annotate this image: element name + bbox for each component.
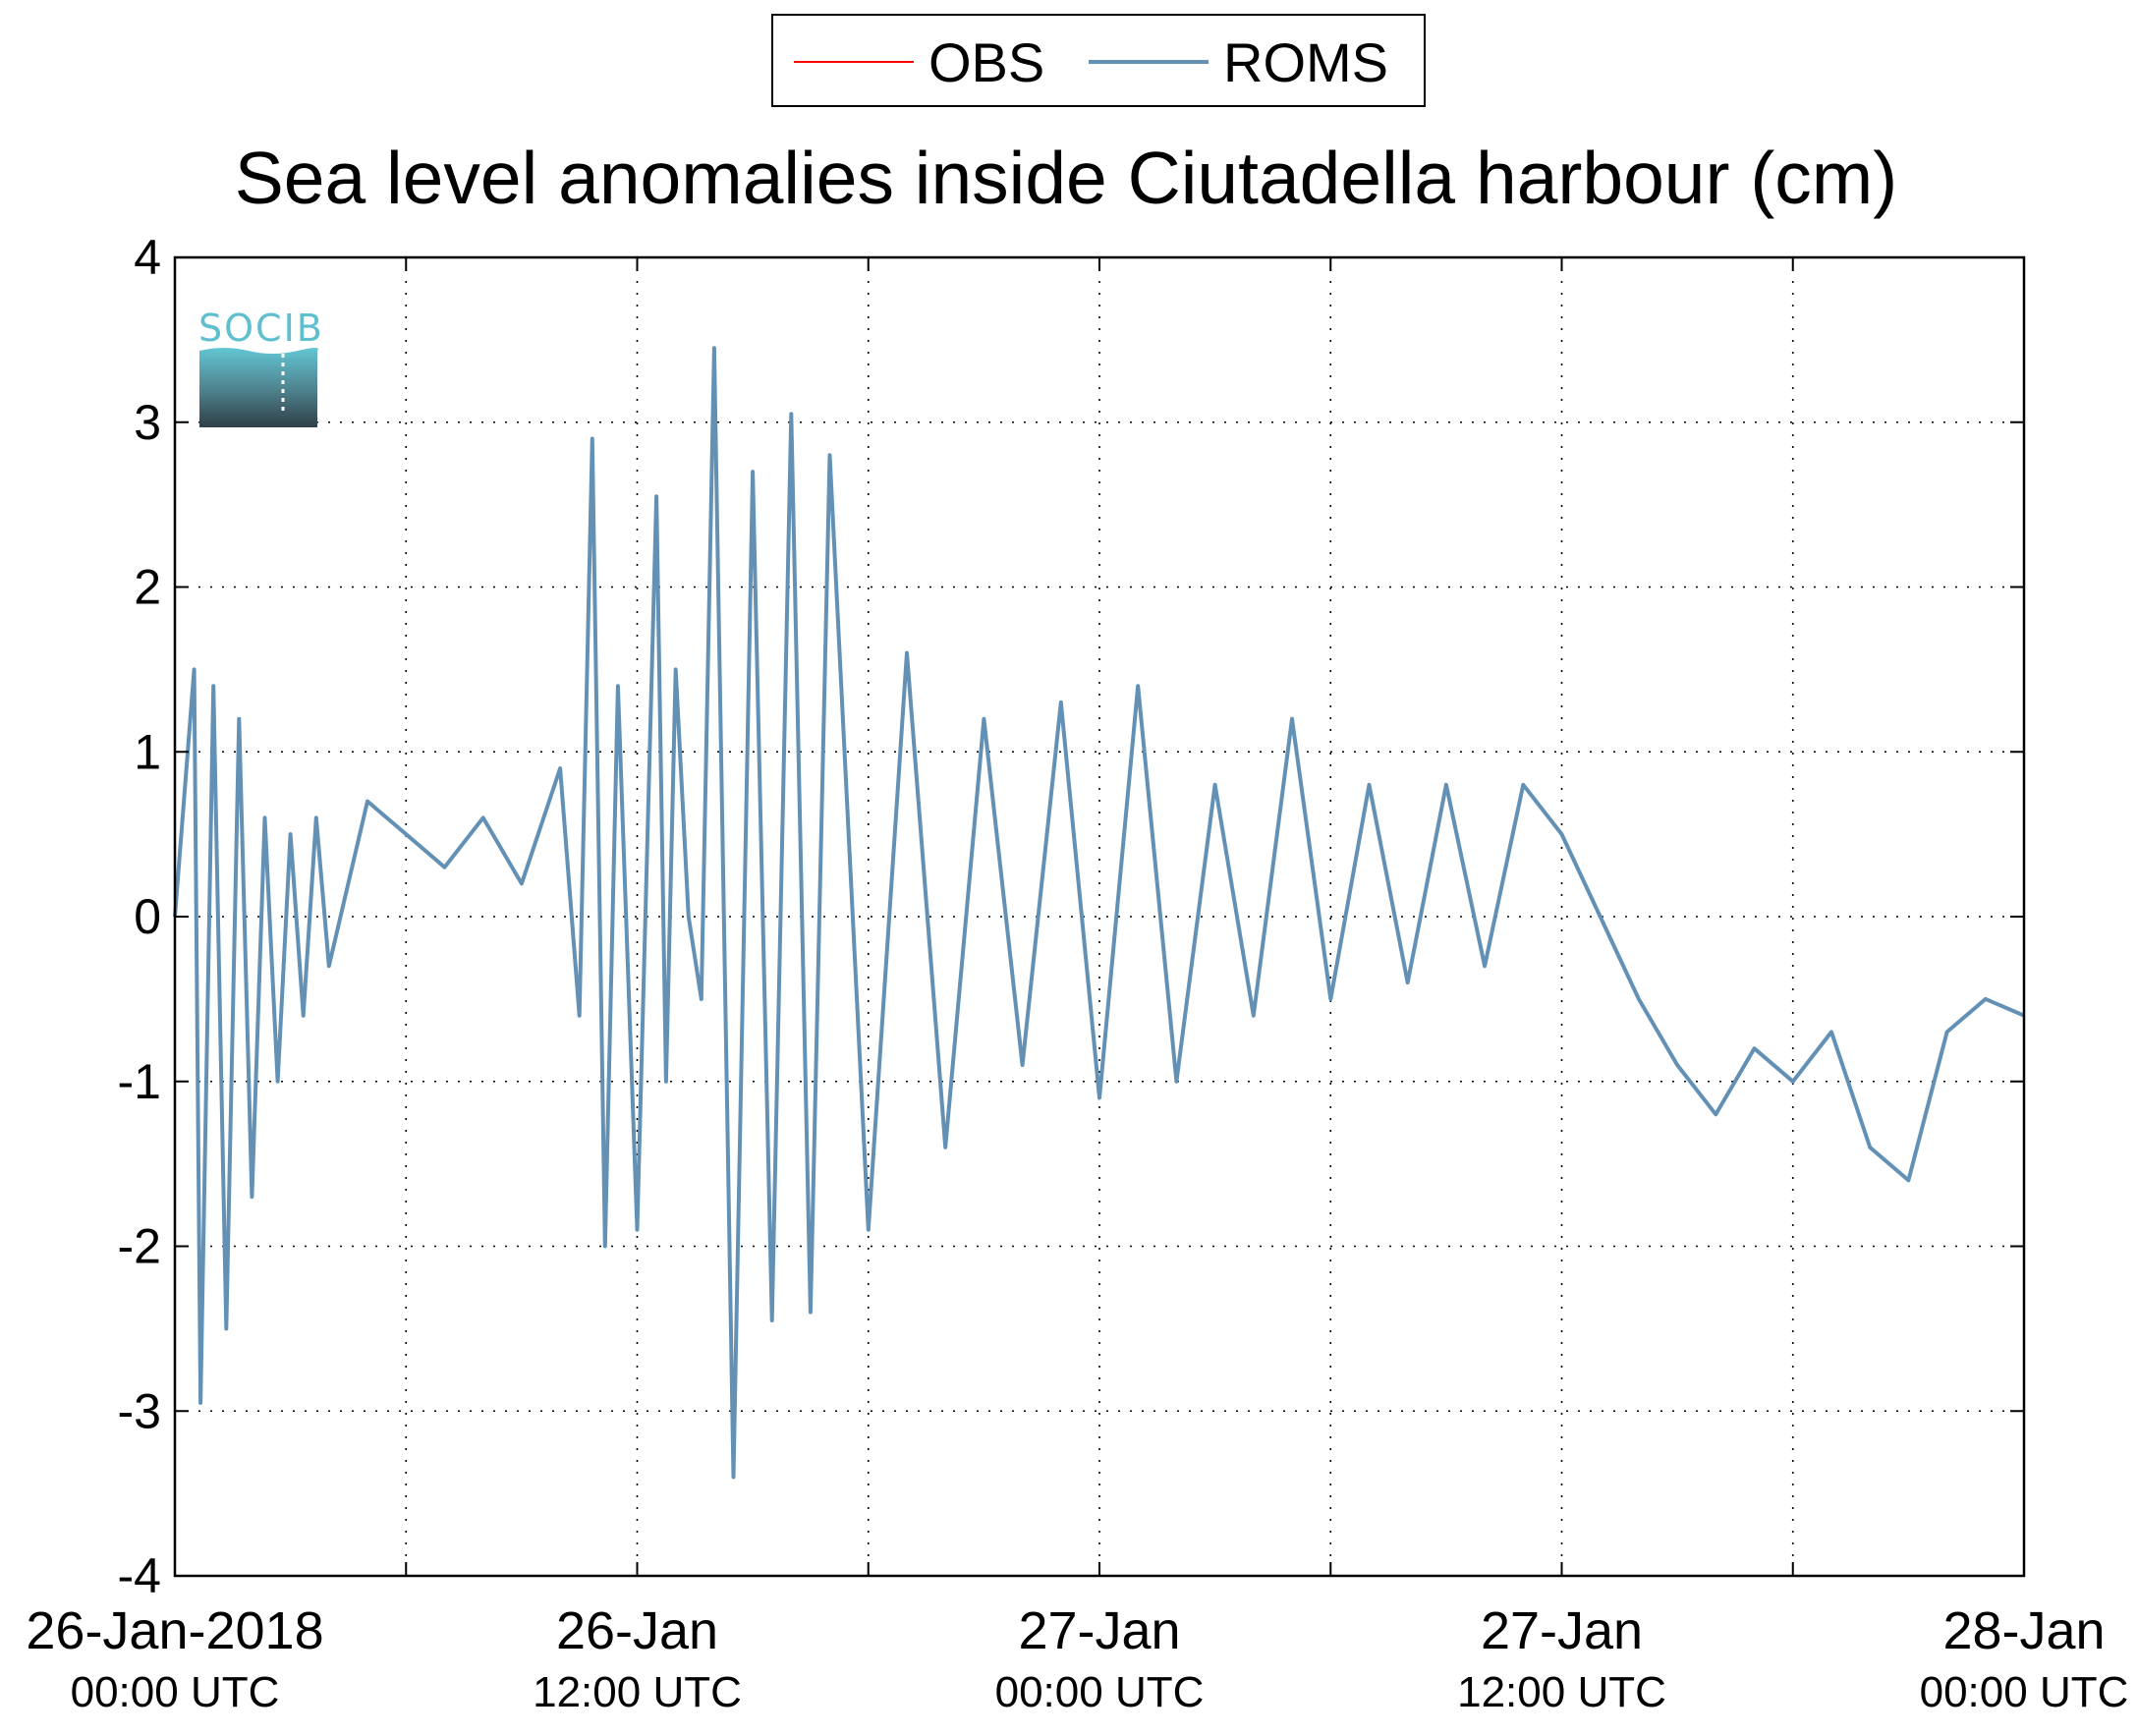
series-layer	[173, 346, 2025, 1480]
x-tick-label-time: 00:00 UTC	[71, 1668, 280, 1716]
x-tick-label-date: 28-Jan	[1942, 1601, 2105, 1660]
x-tick-label-date: 27-Jan	[1018, 1601, 1180, 1660]
x-tick-label-time: 12:00 UTC	[533, 1668, 742, 1716]
socib-logo: SOCIB	[198, 307, 324, 427]
y-tick-label: 0	[134, 889, 161, 944]
chart-title: Sea level anomalies inside Ciutadella ha…	[235, 137, 1898, 219]
x-tick-label-date: 26-Jan	[556, 1601, 718, 1660]
socib-logo-text: SOCIB	[198, 307, 324, 350]
x-tick-label-date: 27-Jan	[1481, 1601, 1643, 1660]
y-tick-label: 4	[134, 230, 161, 285]
x-tick-label-time: 00:00 UTC	[995, 1668, 1205, 1716]
axis-ticks: 4 3 2 1 0 -1 -2 -3 -426-Jan-2018 00:00 UTC 26-Jan 1…	[26, 230, 2128, 1716]
series-line-roms	[173, 346, 2025, 1480]
y-tick-label: -3	[118, 1383, 161, 1438]
socib-logo-wave	[199, 348, 318, 427]
x-tick-label-time: 00:00 UTC	[1920, 1668, 2129, 1716]
legend: OBS ROMS	[771, 14, 1426, 107]
x-tick-label-date: 26-Jan-2018	[26, 1601, 323, 1660]
y-tick-label: -4	[118, 1548, 161, 1603]
y-tick-label: 1	[134, 724, 161, 779]
y-tick-label: -2	[118, 1219, 161, 1274]
legend-obs-label: OBS	[928, 31, 1044, 93]
y-tick-label: 3	[134, 395, 161, 450]
legend-roms-label: ROMS	[1223, 31, 1388, 93]
grid-lines	[175, 257, 2024, 1576]
axes-frame	[173, 255, 2026, 1578]
y-tick-label: 2	[134, 560, 161, 615]
y-tick-label: -1	[118, 1054, 161, 1109]
x-tick-label-time: 12:00 UTC	[1457, 1668, 1666, 1716]
